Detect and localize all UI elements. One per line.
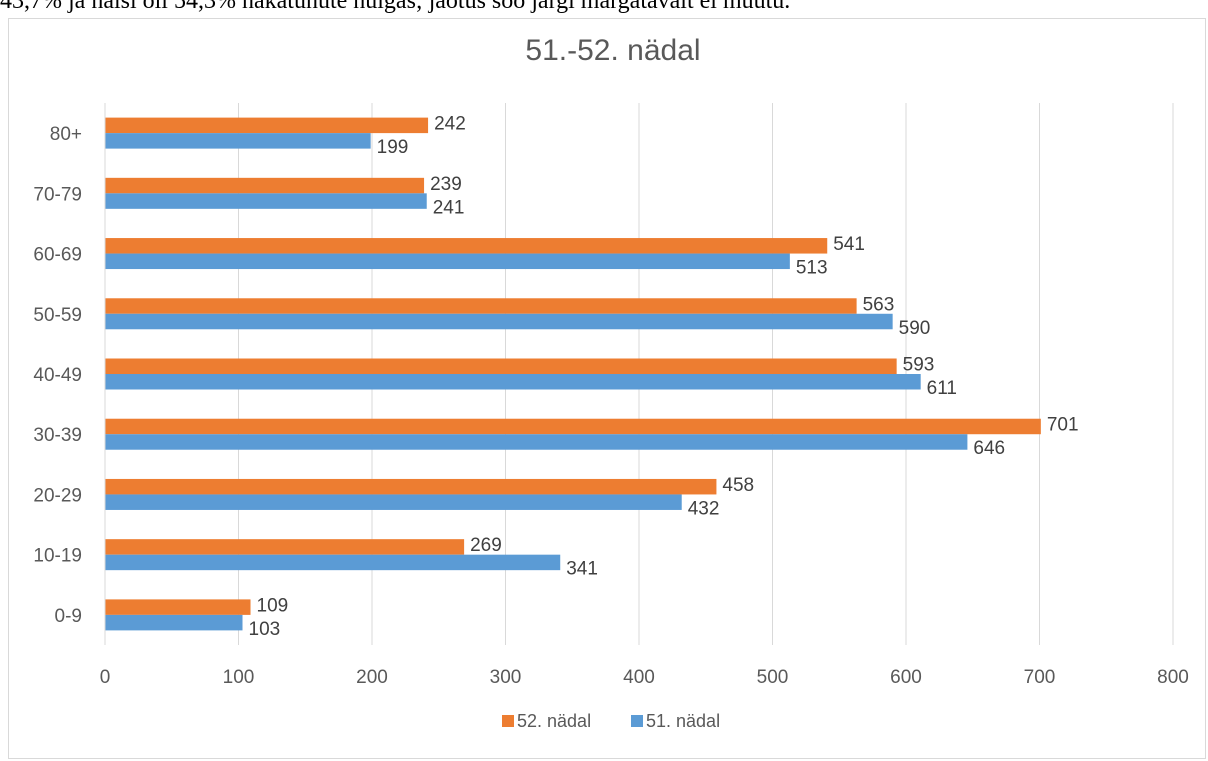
data-label: 513 xyxy=(796,258,828,279)
bar xyxy=(105,374,921,390)
data-label: 199 xyxy=(377,137,409,158)
data-label: 242 xyxy=(434,114,466,135)
x-tick-label: 400 xyxy=(623,667,655,688)
bar xyxy=(105,478,717,495)
x-tick-label: 500 xyxy=(757,667,789,688)
x-tick-label: 100 xyxy=(223,667,255,688)
bar xyxy=(105,554,561,571)
data-label: 590 xyxy=(899,318,931,339)
data-label: 646 xyxy=(973,438,1005,459)
data-label: 109 xyxy=(257,595,289,616)
y-tick-label: 0-9 xyxy=(55,606,82,627)
data-label: 432 xyxy=(688,498,720,519)
x-tick-label: 700 xyxy=(1024,667,1056,688)
data-label: 239 xyxy=(430,174,462,195)
bar xyxy=(105,494,682,510)
data-label: 593 xyxy=(903,355,935,376)
y-tick-label: 40-49 xyxy=(33,365,82,386)
bar xyxy=(105,253,790,270)
y-tick-label: 70-79 xyxy=(33,184,82,205)
data-label: 341 xyxy=(566,559,598,580)
legend: 52. nädal 51. nädal xyxy=(502,711,720,731)
y-tick-label: 80+ xyxy=(50,124,82,145)
axes: 0 100 200 300 400 500 600 700 800 0-9 10-19 20-29 30… xyxy=(33,103,1189,688)
x-tick-label: 600 xyxy=(890,667,922,688)
x-tick-label: 300 xyxy=(490,667,522,688)
legend-label: 51. nädal xyxy=(646,711,720,731)
bar xyxy=(105,539,465,555)
data-label: 103 xyxy=(249,619,281,640)
bar xyxy=(105,193,427,209)
y-tick-label: 30-39 xyxy=(33,425,82,446)
bar xyxy=(105,298,857,314)
bar xyxy=(105,614,243,631)
data-label: 541 xyxy=(833,234,865,255)
bar xyxy=(105,177,425,194)
y-tick-label: 10-19 xyxy=(33,546,82,567)
y-tick-label: 50-59 xyxy=(33,305,82,326)
bars xyxy=(105,117,1041,631)
bar xyxy=(105,133,371,149)
x-tick-label: 800 xyxy=(1157,667,1189,688)
bar xyxy=(105,313,893,330)
legend-label: 52. nädal xyxy=(517,711,591,731)
y-tick-label: 20-29 xyxy=(33,485,82,506)
bar xyxy=(105,117,429,134)
data-label: 241 xyxy=(433,197,465,218)
bar xyxy=(105,418,1041,435)
data-label: 269 xyxy=(470,535,502,556)
document-text-fragment: 43,7% ja naisi oli 54,3% nakatunute hulg… xyxy=(0,0,791,14)
bar xyxy=(105,358,897,374)
bar xyxy=(105,599,251,615)
chart-title: 51.-52. nädal xyxy=(525,34,700,67)
legend-swatch xyxy=(502,715,514,727)
bar xyxy=(105,238,828,254)
x-tick-label: 200 xyxy=(356,667,388,688)
data-label: 563 xyxy=(863,294,895,315)
y-tick-label: 60-69 xyxy=(33,245,82,266)
bar xyxy=(105,434,968,450)
data-label: 458 xyxy=(722,475,754,496)
data-label: 611 xyxy=(927,378,957,399)
data-label: 701 xyxy=(1047,415,1079,436)
x-tick-label: 0 xyxy=(100,667,111,688)
legend-swatch xyxy=(631,715,643,727)
